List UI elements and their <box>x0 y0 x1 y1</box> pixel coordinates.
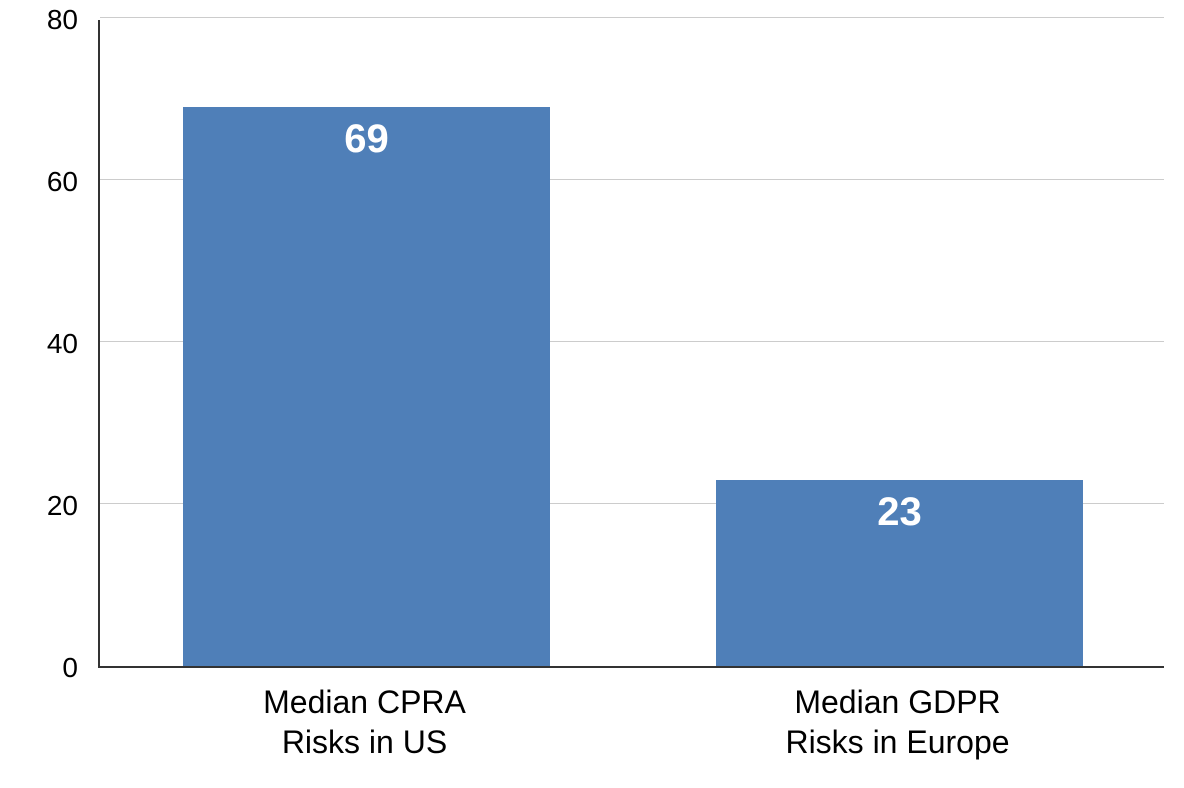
x-label-line: Median GDPR <box>631 682 1164 722</box>
y-tick-label: 40 <box>47 330 78 358</box>
plot-area: 69 23 <box>98 20 1164 668</box>
x-category-label: Median GDPRRisks in Europe <box>631 682 1164 762</box>
bar: 69 <box>183 107 551 666</box>
bar: 23 <box>716 480 1084 666</box>
y-tick-label: 80 <box>47 6 78 34</box>
chart-container: 69 23 0 20 40 60 80 Median CPRARisks in USMedi… <box>0 0 1184 788</box>
y-tick-label: 60 <box>47 168 78 196</box>
x-category-label: Median CPRARisks in US <box>98 682 631 762</box>
x-label-line: Risks in Europe <box>631 722 1164 762</box>
y-tick-label: 20 <box>47 492 78 520</box>
bar-value-label: 69 <box>183 117 551 162</box>
gridline <box>100 17 1164 18</box>
x-label-line: Risks in US <box>98 722 631 762</box>
y-tick-label: 0 <box>62 654 78 682</box>
x-label-line: Median CPRA <box>98 682 631 722</box>
bar-value-label: 23 <box>716 490 1084 535</box>
